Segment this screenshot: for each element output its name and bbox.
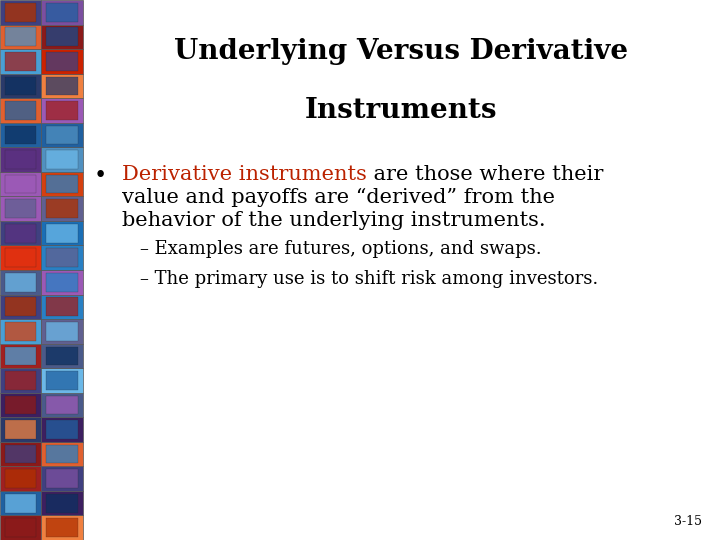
- Bar: [46, 199, 78, 218]
- Bar: [46, 420, 78, 439]
- Bar: [5, 518, 37, 537]
- Text: are those where their: are those where their: [367, 165, 603, 184]
- Bar: [42, 442, 83, 467]
- Bar: [5, 396, 37, 414]
- Bar: [46, 298, 78, 316]
- Bar: [5, 52, 37, 71]
- Bar: [46, 396, 78, 414]
- Bar: [5, 3, 37, 22]
- Bar: [46, 126, 78, 144]
- Text: Instruments: Instruments: [305, 97, 498, 124]
- Bar: [0, 442, 42, 467]
- Bar: [42, 73, 83, 98]
- Bar: [5, 150, 37, 169]
- Bar: [46, 77, 78, 95]
- Bar: [46, 28, 78, 46]
- Bar: [5, 469, 37, 488]
- Bar: [0, 0, 42, 24]
- Bar: [5, 347, 37, 365]
- Bar: [46, 371, 78, 390]
- Bar: [42, 368, 83, 393]
- Bar: [46, 322, 78, 341]
- Bar: [42, 467, 83, 491]
- Bar: [46, 518, 78, 537]
- Bar: [42, 98, 83, 123]
- Bar: [42, 24, 83, 49]
- Bar: [0, 491, 42, 516]
- Bar: [46, 469, 78, 488]
- Text: – The primary use is to shift risk among investors.: – The primary use is to shift risk among…: [140, 271, 598, 288]
- Bar: [42, 123, 83, 147]
- Bar: [5, 175, 37, 193]
- Bar: [0, 417, 42, 442]
- Bar: [0, 172, 42, 197]
- Bar: [42, 49, 83, 73]
- Bar: [5, 298, 37, 316]
- Text: value and payoffs are “derived” from the: value and payoffs are “derived” from the: [122, 188, 555, 207]
- Bar: [46, 150, 78, 169]
- Text: Derivative instruments: Derivative instruments: [122, 165, 367, 184]
- Bar: [5, 199, 37, 218]
- Bar: [46, 494, 78, 512]
- Bar: [0, 246, 42, 270]
- Bar: [42, 270, 83, 294]
- Bar: [5, 224, 37, 242]
- Bar: [42, 319, 83, 343]
- Text: behavior of the underlying instruments.: behavior of the underlying instruments.: [122, 211, 546, 230]
- Bar: [0, 24, 42, 49]
- Bar: [0, 270, 42, 294]
- Text: Underlying Versus Derivative: Underlying Versus Derivative: [174, 38, 629, 65]
- Bar: [42, 343, 83, 368]
- Bar: [42, 172, 83, 197]
- Bar: [5, 445, 37, 463]
- Bar: [46, 347, 78, 365]
- Bar: [5, 77, 37, 95]
- Bar: [42, 197, 83, 221]
- Bar: [0, 197, 42, 221]
- Bar: [0, 393, 42, 417]
- Bar: [5, 126, 37, 144]
- Bar: [46, 445, 78, 463]
- Bar: [5, 420, 37, 439]
- Bar: [42, 0, 83, 24]
- Bar: [5, 248, 37, 267]
- Text: 3-15: 3-15: [674, 515, 702, 528]
- Bar: [5, 322, 37, 341]
- Bar: [5, 371, 37, 390]
- Bar: [0, 98, 42, 123]
- Bar: [46, 224, 78, 242]
- Bar: [0, 147, 42, 172]
- Text: •: •: [94, 165, 107, 187]
- Bar: [0, 221, 42, 246]
- Bar: [0, 467, 42, 491]
- Bar: [42, 246, 83, 270]
- Text: – Examples are futures, options, and swaps.: – Examples are futures, options, and swa…: [140, 240, 542, 258]
- Bar: [42, 147, 83, 172]
- Bar: [42, 516, 83, 540]
- Bar: [0, 49, 42, 73]
- Bar: [0, 368, 42, 393]
- Bar: [5, 101, 37, 120]
- Bar: [46, 101, 78, 120]
- Bar: [42, 393, 83, 417]
- Bar: [46, 273, 78, 292]
- Bar: [0, 516, 42, 540]
- Bar: [0, 343, 42, 368]
- Bar: [42, 221, 83, 246]
- Bar: [0, 319, 42, 343]
- Bar: [46, 248, 78, 267]
- Bar: [42, 294, 83, 319]
- Bar: [46, 175, 78, 193]
- Bar: [5, 273, 37, 292]
- Bar: [46, 52, 78, 71]
- Bar: [0, 123, 42, 147]
- Bar: [0, 294, 42, 319]
- Bar: [0, 73, 42, 98]
- Bar: [5, 494, 37, 512]
- Bar: [42, 417, 83, 442]
- Bar: [46, 3, 78, 22]
- Bar: [5, 28, 37, 46]
- Bar: [42, 491, 83, 516]
